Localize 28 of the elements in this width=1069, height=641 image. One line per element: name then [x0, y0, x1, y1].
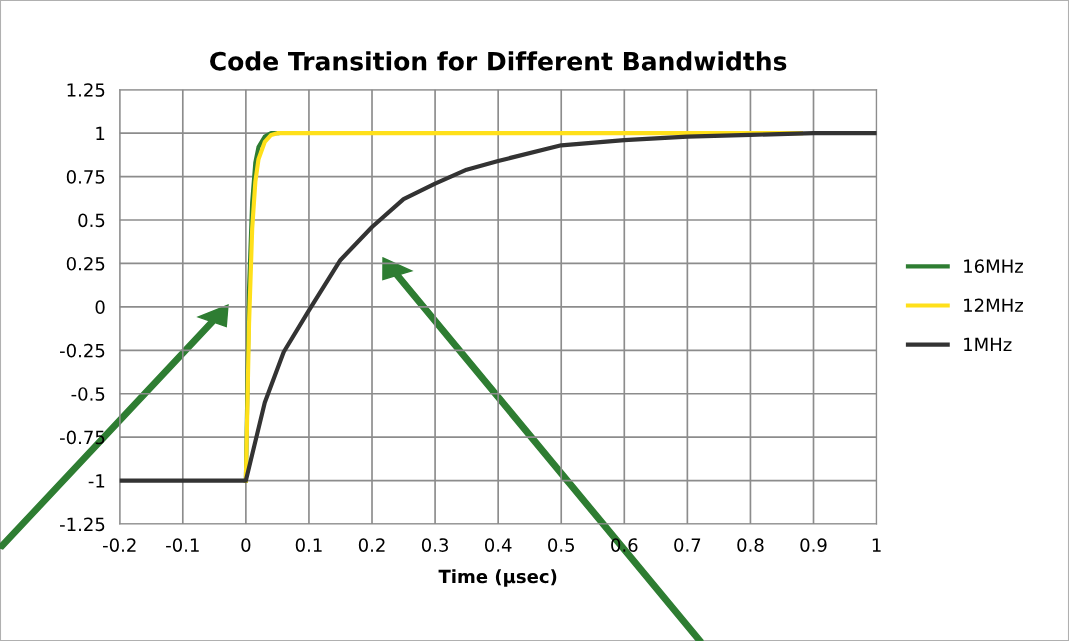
legend-label: 12MHz: [964, 298, 1023, 312]
y-tick-label: 0: [95, 300, 105, 314]
x-tick-label: 0.5: [548, 538, 575, 552]
x-tick-label: 0: [241, 538, 251, 552]
y-tick-label: -0.5: [71, 387, 105, 401]
chart-title: Code Transition for Different Bandwidths: [210, 51, 787, 71]
y-tick-label: 1: [96, 126, 105, 141]
legend-label: 16MHz: [964, 259, 1023, 273]
y-tick-label: 0.75: [66, 170, 105, 184]
x-axis-title: Time (µsec): [438, 569, 557, 587]
x-tick-label: 0.8: [737, 538, 764, 552]
x-tick-label: 0.9: [800, 538, 827, 552]
y-tick-label: 1.25: [67, 83, 105, 97]
y-tick-label: -1.25: [60, 517, 105, 532]
x-tick-label: 0.1: [295, 538, 322, 552]
x-tick-label: 0.7: [674, 538, 701, 552]
y-tick-label: 0.5: [78, 213, 105, 228]
legend-label: 1MHz: [964, 337, 1012, 351]
x-tick-label: 0.3: [421, 538, 448, 552]
x-tick-label: -0.2: [103, 538, 136, 552]
y-tick-label: 0.25: [66, 256, 105, 271]
x-tick-label: 0.2: [358, 538, 385, 552]
y-tick-label: -1: [88, 474, 105, 488]
x-tick-label: 0.4: [484, 538, 512, 552]
x-tick-label: -0.1: [166, 538, 199, 552]
x-tick-label: 1: [872, 538, 881, 552]
y-tick-label: -0.25: [60, 343, 105, 358]
line-series: [119, 131, 877, 483]
